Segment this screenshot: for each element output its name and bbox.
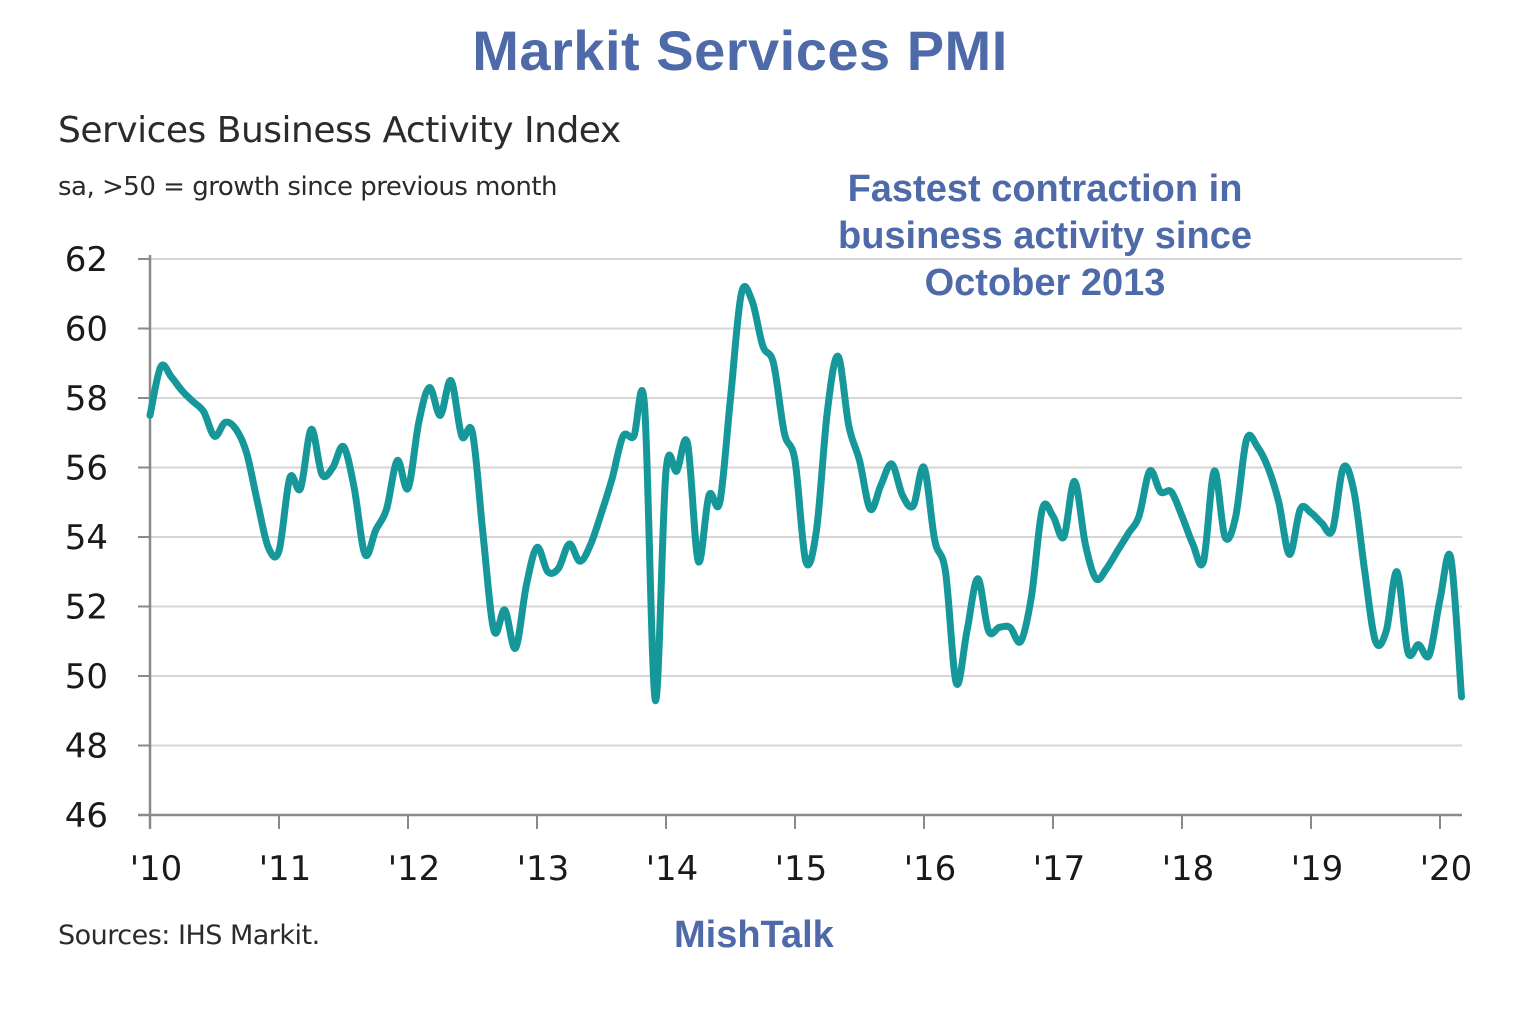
y-tick-label: 50 bbox=[65, 657, 108, 697]
source-note: Sources: IHS Markit. bbox=[58, 920, 320, 951]
x-tick-label: '14 bbox=[646, 849, 699, 889]
series-line bbox=[146, 283, 1465, 704]
x-tick-label: '15 bbox=[775, 849, 828, 889]
x-tick-label: '13 bbox=[517, 849, 570, 889]
y-tick-label: 54 bbox=[65, 518, 108, 558]
gridlines bbox=[150, 258, 1462, 747]
watermark: MishTalk bbox=[674, 914, 834, 956]
x-tick-label: '18 bbox=[1162, 849, 1215, 889]
x-tick-label: '12 bbox=[388, 849, 441, 889]
chart-title: Services Business Activity Index bbox=[58, 110, 621, 151]
chart-subtitle: sa, >50 = growth since previous month bbox=[58, 172, 558, 202]
x-axis: '10 '11 '12 '13 '14 '15 '16 '17 '18 '19 '20 bbox=[130, 813, 1473, 889]
annotation-line-3: October 2013 bbox=[924, 262, 1166, 304]
annotation-line-1: Fastest contraction in bbox=[847, 168, 1243, 210]
y-tick-label: 62 bbox=[65, 240, 108, 280]
y-tick-label: 56 bbox=[65, 449, 108, 489]
y-tick-label: 60 bbox=[65, 310, 108, 350]
x-tick-label: '10 bbox=[130, 849, 183, 889]
y-axis: 62 60 58 56 54 52 50 48 46 bbox=[65, 240, 152, 836]
chart-annotation: Fastest contraction in business activity… bbox=[790, 166, 1300, 307]
y-tick-label: 46 bbox=[65, 796, 108, 836]
y-tick-label: 58 bbox=[65, 379, 108, 419]
series-layer bbox=[146, 283, 1465, 704]
y-tick-label: 48 bbox=[65, 727, 108, 767]
x-tick-label: '20 bbox=[1420, 849, 1473, 889]
annotation-line-2: business activity since bbox=[838, 215, 1252, 257]
x-tick-label: '11 bbox=[259, 849, 312, 889]
x-tick-label: '19 bbox=[1291, 849, 1344, 889]
x-tick-label: '17 bbox=[1033, 849, 1086, 889]
y-tick-label: 52 bbox=[65, 588, 108, 628]
x-tick-label: '16 bbox=[904, 849, 957, 889]
main-title: Markit Services PMI bbox=[472, 19, 1008, 82]
